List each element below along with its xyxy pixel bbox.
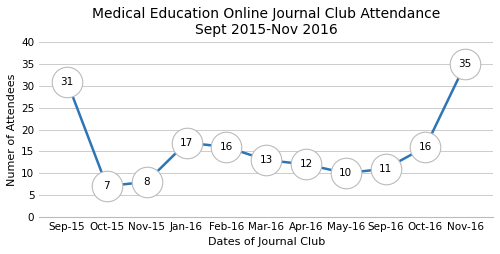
Text: 35: 35 [458,59,472,69]
Title: Medical Education Online Journal Club Attendance
Sept 2015-Nov 2016: Medical Education Online Journal Club At… [92,7,441,37]
Y-axis label: Numer of Attendees: Numer of Attendees [7,73,17,186]
X-axis label: Dates of Journal Club: Dates of Journal Club [208,237,325,247]
Text: 31: 31 [60,77,74,87]
Text: 11: 11 [379,164,392,174]
Text: 16: 16 [419,142,432,152]
Text: 8: 8 [144,177,150,187]
Text: 16: 16 [220,142,233,152]
Text: 13: 13 [260,155,273,165]
Text: 10: 10 [339,168,352,178]
Text: 12: 12 [300,160,312,169]
Text: 7: 7 [104,181,110,191]
Text: 17: 17 [180,138,193,148]
